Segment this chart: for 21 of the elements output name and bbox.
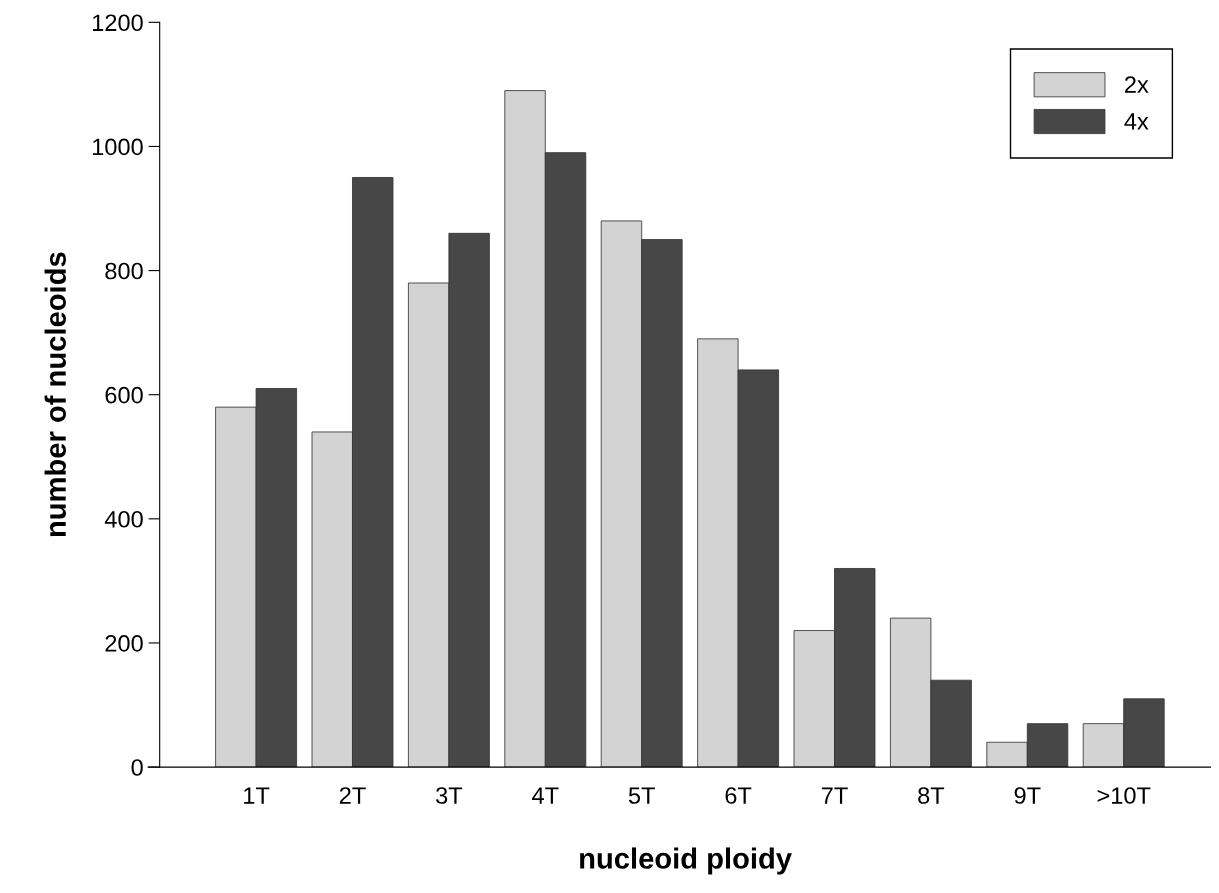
- legend-label: 2x: [1125, 76, 1149, 93]
- x-axis-title: nucleoid ploidy: [580, 847, 792, 875]
- x-tick-label: 2T: [339, 787, 366, 804]
- x-tick-label: >10T: [1097, 787, 1151, 804]
- x-tick-label: 8T: [918, 787, 945, 804]
- y-tick-label: 1200: [93, 14, 143, 32]
- x-tick-label: 3T: [436, 787, 463, 804]
- y-axis-title: number of nucleoids: [44, 252, 66, 537]
- y-tick-label: 400: [104, 510, 143, 528]
- x-tick-label: 6T: [725, 787, 752, 804]
- x-tick-label: 9T: [1014, 787, 1041, 804]
- legend-label: 4x: [1124, 113, 1149, 130]
- y-tick-label: 600: [105, 386, 143, 404]
- y-tick-label: 0: [131, 759, 143, 776]
- x-tick-label: 7T: [821, 787, 848, 804]
- x-tick-label: 5T: [628, 787, 655, 804]
- y-tick-label: 200: [105, 635, 143, 652]
- x-tick-label: 1T: [244, 787, 270, 804]
- y-tick-label: 800: [105, 262, 143, 280]
- x-tick-label: 4T: [532, 787, 559, 804]
- y-tick-label: 1000: [93, 138, 143, 156]
